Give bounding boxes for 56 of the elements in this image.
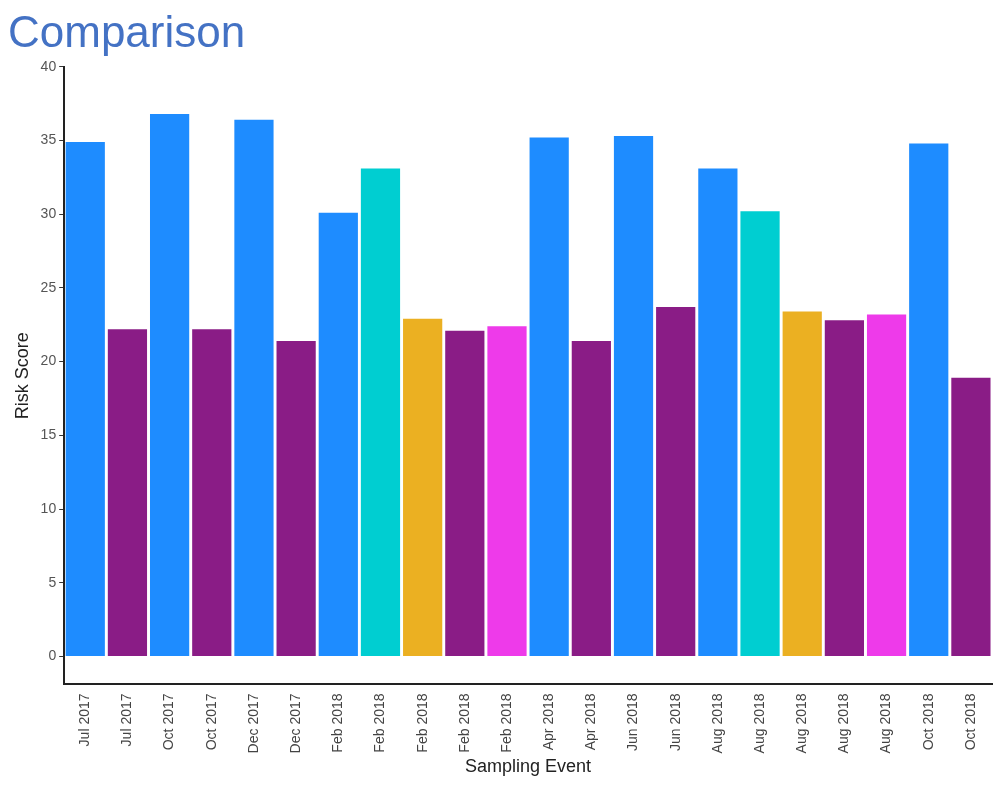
x-tick-label: Oct 2018 bbox=[961, 693, 978, 751]
bar bbox=[487, 326, 527, 656]
x-tick-label: Jul 2017 bbox=[118, 693, 135, 747]
x-tick-label: Dec 2017 bbox=[286, 693, 303, 754]
y-axis-title: Risk Score bbox=[11, 332, 32, 420]
x-tick-label: Jun 2018 bbox=[666, 693, 683, 752]
y-tick-label: 35 bbox=[40, 131, 57, 148]
y-tick-label: 5 bbox=[48, 573, 57, 590]
x-tick-label: Feb 2018 bbox=[329, 693, 346, 753]
x-tick-label: Aug 2018 bbox=[708, 693, 725, 754]
x-tick-label: Feb 2018 bbox=[371, 693, 388, 753]
y-tick-label: 30 bbox=[40, 205, 57, 222]
x-tick-label: Oct 2018 bbox=[919, 693, 936, 751]
bar bbox=[740, 211, 780, 656]
bar bbox=[107, 329, 148, 656]
bar bbox=[445, 330, 485, 656]
bar bbox=[529, 137, 569, 656]
x-tick-label: Dec 2017 bbox=[244, 693, 261, 754]
bar bbox=[150, 113, 190, 656]
bar bbox=[276, 340, 316, 656]
bar bbox=[909, 143, 949, 656]
y-tick-label: 20 bbox=[40, 352, 57, 369]
y-tick-label: 40 bbox=[40, 57, 57, 74]
bar bbox=[360, 168, 401, 656]
bar bbox=[613, 136, 654, 656]
bar bbox=[192, 329, 232, 656]
bar bbox=[234, 119, 274, 656]
bar bbox=[698, 168, 738, 656]
x-tick-label: Jul 2017 bbox=[76, 693, 93, 747]
bar bbox=[951, 377, 991, 656]
x-tick-label: Feb 2018 bbox=[497, 693, 514, 753]
y-tick-label: 0 bbox=[48, 647, 57, 664]
x-tick-label: Apr 2018 bbox=[540, 693, 557, 751]
bar bbox=[318, 212, 358, 656]
x-axis-title: Sampling Event bbox=[465, 756, 592, 777]
bar bbox=[866, 314, 907, 656]
x-tick-label: Oct 2017 bbox=[160, 693, 177, 751]
x-tick-label: Aug 2018 bbox=[750, 693, 767, 754]
bar bbox=[65, 141, 105, 656]
bar bbox=[782, 311, 822, 656]
y-tick-label: 25 bbox=[40, 278, 57, 295]
x-tick-label: Apr 2018 bbox=[582, 693, 599, 751]
x-tick-label: Aug 2018 bbox=[793, 693, 810, 754]
bar bbox=[403, 318, 443, 656]
x-tick-label: Oct 2017 bbox=[202, 693, 219, 751]
chart-title: Comparison bbox=[8, 6, 246, 56]
x-tick-label: Feb 2018 bbox=[455, 693, 472, 753]
y-tick-label: 10 bbox=[40, 499, 57, 516]
bar bbox=[656, 307, 696, 656]
x-tick-label: Feb 2018 bbox=[413, 693, 430, 753]
x-tick-label: Jun 2018 bbox=[624, 693, 641, 752]
y-tick-label: 15 bbox=[40, 426, 57, 443]
x-tick-label: Aug 2018 bbox=[835, 693, 852, 754]
bar bbox=[571, 340, 611, 656]
bar bbox=[824, 320, 864, 656]
x-tick-label: Aug 2018 bbox=[877, 693, 894, 754]
